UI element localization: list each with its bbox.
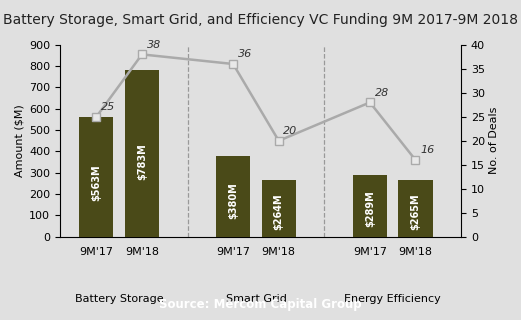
Bar [79, 117, 114, 237]
Bar [353, 175, 387, 237]
Text: 38: 38 [146, 40, 161, 50]
Y-axis label: No. of Deals: No. of Deals [489, 107, 499, 174]
Text: $265M: $265M [411, 193, 420, 230]
Text: Battery Storage, Smart Grid, and Efficiency VC Funding 9M 2017-9M 2018: Battery Storage, Smart Grid, and Efficie… [3, 13, 518, 27]
Bar [262, 180, 296, 237]
Text: $289M: $289M [365, 191, 375, 228]
Text: Source: Mercom Capital Group: Source: Mercom Capital Group [159, 298, 362, 311]
Bar [399, 180, 432, 237]
Text: $380M: $380M [228, 182, 238, 219]
Text: $264M: $264M [274, 193, 284, 230]
Text: $783M: $783M [137, 143, 147, 180]
Text: 16: 16 [420, 145, 435, 155]
Text: Smart Grid: Smart Grid [226, 294, 287, 304]
Bar [216, 156, 250, 237]
Y-axis label: Amount ($M): Amount ($M) [15, 104, 25, 177]
Text: 36: 36 [238, 49, 252, 59]
Text: 25: 25 [101, 102, 115, 112]
Text: Battery Storage: Battery Storage [75, 294, 164, 304]
Text: 20: 20 [283, 126, 297, 136]
Text: 28: 28 [375, 88, 389, 98]
Bar [125, 70, 159, 237]
Text: Energy Efficiency: Energy Efficiency [344, 294, 441, 304]
Text: $563M: $563M [91, 164, 102, 201]
